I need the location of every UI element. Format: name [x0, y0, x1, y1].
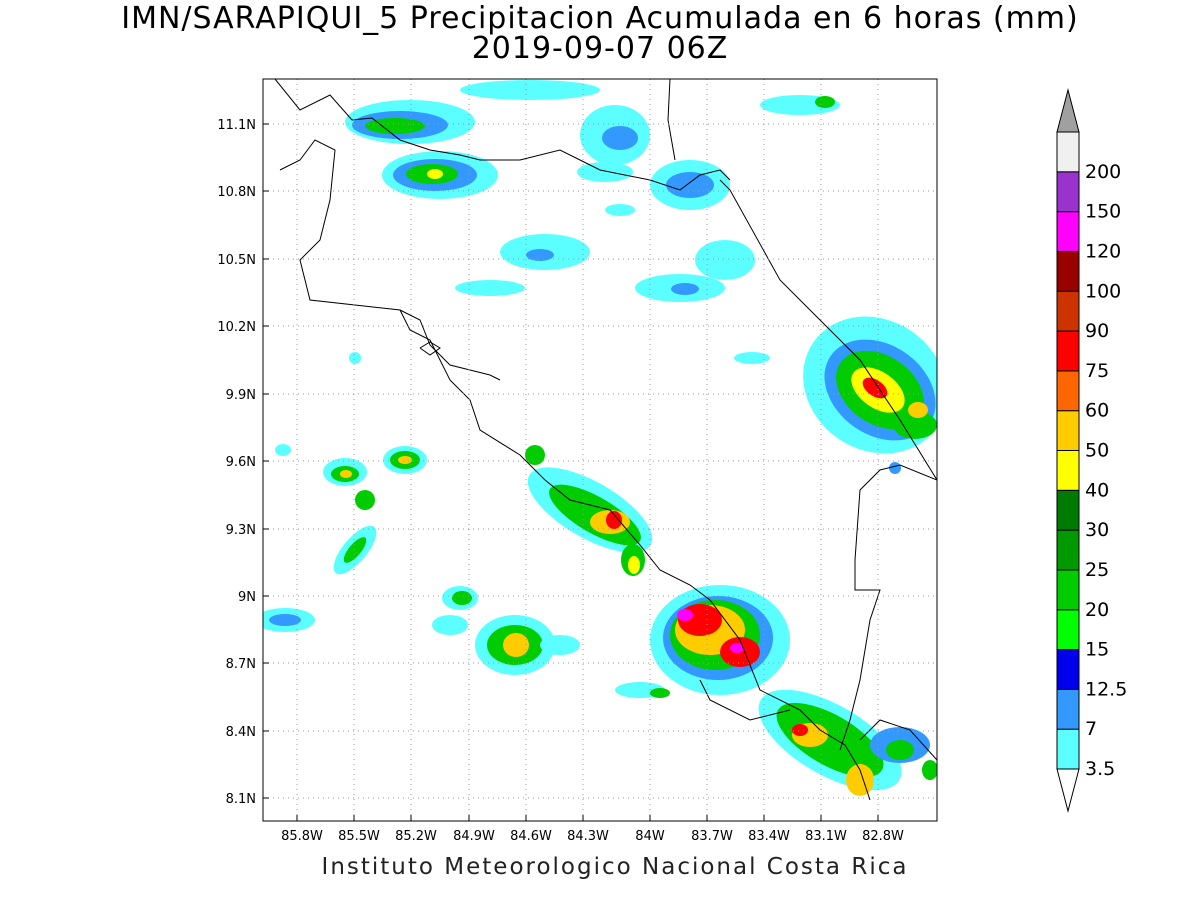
- rain-area-pacific-west: [263, 352, 670, 698]
- colorbar-label: 60: [1085, 400, 1109, 422]
- lat-label: 10.8N: [217, 185, 256, 200]
- longitude-labels: 85.8W 85.5W 85.2W 84.9W 84.6W 84.3W 84W …: [281, 829, 904, 844]
- colorbar-label: 100: [1085, 280, 1121, 302]
- colorbar-legend: 3.5 7 12.5 15 20 25 30 40 50 60 75 90 100 120 150 200: [1056, 88, 1127, 813]
- colorbar-label: 120: [1085, 240, 1121, 262]
- colorbar-swatch: [1056, 649, 1080, 690]
- lon-label: 83.7W: [691, 829, 733, 844]
- lon-label: 84.9W: [453, 829, 495, 844]
- colorbar-swatch: [1056, 290, 1080, 332]
- lat-label: 8.7N: [226, 657, 256, 672]
- lon-label: 85.5W: [338, 829, 380, 844]
- colorbar-swatch: [1056, 450, 1080, 491]
- rain-area-north: [345, 80, 840, 302]
- lat-label: 10.5N: [217, 253, 256, 268]
- colorbar-swatch: [1056, 370, 1080, 412]
- lat-label: 9N: [238, 590, 256, 605]
- footer-credit: Instituto Meteorologico Nacional Costa R…: [321, 854, 909, 880]
- axis-ticks: [263, 123, 879, 821]
- colorbar-swatch: [1056, 171, 1080, 213]
- coastline: [274, 79, 937, 801]
- lon-label: 84.3W: [567, 829, 609, 844]
- colorbar-swatch: [1056, 410, 1080, 451]
- colorbar-label: 200: [1085, 161, 1121, 183]
- colorbar-swatch: [1056, 728, 1080, 770]
- lat-label: 10.2N: [217, 320, 256, 335]
- colorbar-label: 150: [1085, 201, 1121, 223]
- lon-label: 85.2W: [395, 829, 437, 844]
- lon-label: 82.8W: [862, 829, 904, 844]
- lat-label: 9.9N: [226, 388, 256, 403]
- colorbar-label: 12.5: [1085, 678, 1127, 700]
- colorbar-label: 20: [1085, 599, 1109, 621]
- colorbar-swatch: [1056, 489, 1080, 531]
- latitude-labels: 11.1N 10.8N 10.5N 10.2N 9.9N 9.6N 9.3N 9…: [217, 118, 256, 807]
- colorbar-label: 75: [1085, 360, 1109, 382]
- colorbar-label: 40: [1085, 479, 1109, 501]
- colorbar-swatch: [1056, 688, 1080, 730]
- colorbar-swatch: [1056, 131, 1080, 173]
- colorbar-under-arrow: [1056, 768, 1080, 813]
- colorbar-over-arrow: [1056, 88, 1080, 133]
- lon-label: 84.6W: [510, 829, 552, 844]
- precipitation-field: [263, 80, 937, 796]
- lon-label: 85.8W: [281, 829, 323, 844]
- colorbar-swatch: [1056, 569, 1080, 611]
- colorbar-label: 30: [1085, 519, 1109, 541]
- rain-area-central-coast: [525, 445, 653, 576]
- lat-label: 8.1N: [226, 792, 256, 807]
- colorbar-label: 15: [1085, 639, 1109, 661]
- lat-label: 8.4N: [226, 725, 256, 740]
- chart-subtitle-date: 2019-09-07 06Z: [471, 31, 729, 66]
- lat-label: 9.6N: [226, 455, 256, 470]
- colorbar-swatch: [1056, 211, 1080, 252]
- colorbar-label: 90: [1085, 320, 1109, 342]
- rain-area-caribbean: [734, 316, 937, 474]
- colorbar-label: 25: [1085, 559, 1109, 581]
- map-frame: [262, 78, 938, 822]
- lon-label: 83.4W: [748, 829, 790, 844]
- colorbar-swatch: [1056, 529, 1080, 571]
- colorbar-label: 50: [1085, 440, 1109, 462]
- lat-label: 9.3N: [226, 523, 256, 538]
- colorbar-swatch: [1056, 330, 1080, 372]
- lat-label: 11.1N: [217, 118, 256, 133]
- lon-label: 83.1W: [805, 829, 847, 844]
- colorbar-label: 7: [1085, 718, 1097, 740]
- colorbar-label: 3.5: [1085, 758, 1115, 780]
- colorbar-swatch: [1056, 609, 1080, 651]
- lat-lon-grid: [263, 79, 937, 821]
- rain-area-south: [650, 585, 937, 796]
- chart-title: IMN/SARAPIQUI_5 Precipitacion Acumulada …: [121, 1, 1079, 36]
- lon-label: 84W: [635, 829, 665, 844]
- colorbar-swatch: [1056, 250, 1080, 292]
